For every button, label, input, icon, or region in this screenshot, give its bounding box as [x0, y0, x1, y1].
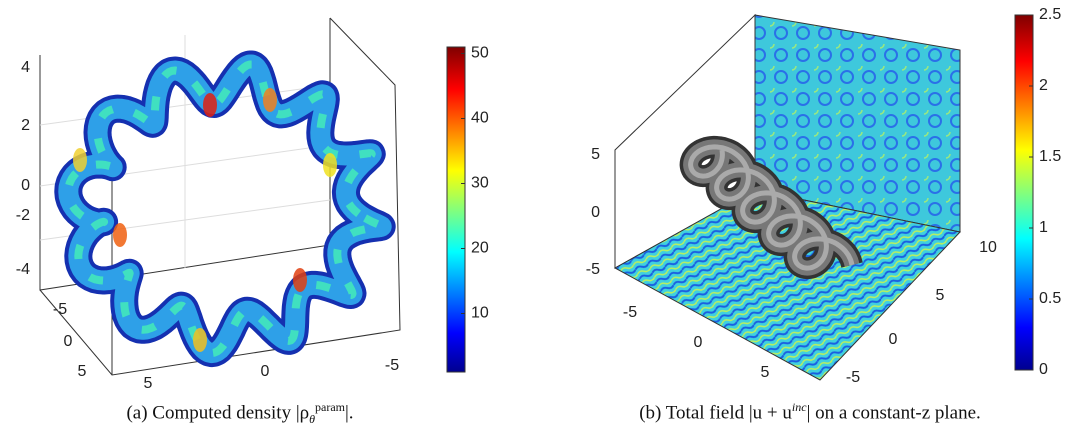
caption: (b) Total field |u + uinc| on a constant… — [639, 400, 981, 424]
colorbar — [1014, 14, 1034, 371]
colorbar-tick-label: 1 — [1039, 219, 1048, 236]
y-tick-label: 5 — [936, 287, 945, 304]
caption-text: | on a constant-z plane. — [806, 402, 981, 424]
tube-hotspot — [323, 153, 337, 177]
tube-hotspot — [73, 148, 87, 172]
y-tick-label: 0 — [64, 333, 73, 350]
y-tick-label: -5 — [846, 369, 860, 386]
colorbar-tick-label: 10 — [471, 305, 489, 322]
z-tick-label: -2 — [16, 207, 30, 224]
x-tick-label: -5 — [385, 357, 399, 374]
colorbar-tick-label: 20 — [471, 240, 489, 257]
x-tick-label: 0 — [261, 363, 270, 380]
caption-text: (a) Computed density |ρ — [126, 402, 310, 424]
z-tick-label: 0 — [21, 177, 30, 194]
field-floor — [613, 189, 961, 381]
y-tick-label: 5 — [78, 363, 87, 380]
caption-sub: θ — [309, 412, 316, 427]
z-tick-label: -4 — [16, 261, 30, 278]
caption-sup: param — [315, 400, 345, 414]
colorbar-tick-label: 2.5 — [1039, 6, 1061, 23]
tube-hotspot — [203, 93, 217, 117]
colorbar-tick-label: 0.5 — [1039, 290, 1061, 307]
caption-text: |. — [345, 402, 354, 424]
caption: (a) Computed density |ρθparam|. — [126, 400, 353, 427]
tube-hotspot — [263, 88, 277, 112]
caption-sup: inc — [791, 400, 807, 414]
x-tick-label: 5 — [144, 375, 153, 392]
tube-hotspot — [293, 268, 307, 292]
z-tick-label: -5 — [586, 261, 600, 278]
caption-text: (b) Total field |u + u — [639, 402, 792, 424]
tube-body — [58, 54, 392, 364]
tube-hotspot — [193, 328, 207, 352]
colorbar — [446, 46, 466, 373]
z-tick-label: 4 — [21, 59, 30, 76]
y-tick-label: 0 — [889, 331, 898, 348]
axes-box-b — [613, 13, 961, 381]
colorbar-tick-label: 50 — [471, 45, 489, 62]
z-tick-label: 2 — [21, 117, 30, 134]
y-tick-label: 10 — [979, 239, 997, 256]
colorbar-tick-label: 2 — [1039, 77, 1048, 94]
x-tick-label: 0 — [694, 334, 703, 351]
y-tick-label: -5 — [53, 301, 67, 318]
x-tick-label: -5 — [623, 304, 637, 321]
coil-highlight — [688, 144, 855, 271]
colorbar-tick-label: 30 — [471, 175, 489, 192]
colorbar-tick-label: 1.5 — [1039, 148, 1061, 165]
colorbar-tick-label: 40 — [471, 110, 489, 127]
colorbar-tick-label: 0 — [1039, 361, 1048, 378]
z-tick-label: 0 — [591, 204, 600, 221]
x-tick-label: 5 — [761, 364, 770, 381]
axis-frame — [39, 17, 401, 376]
z-tick-label: 5 — [591, 146, 600, 163]
tube-hotspot — [113, 223, 127, 247]
